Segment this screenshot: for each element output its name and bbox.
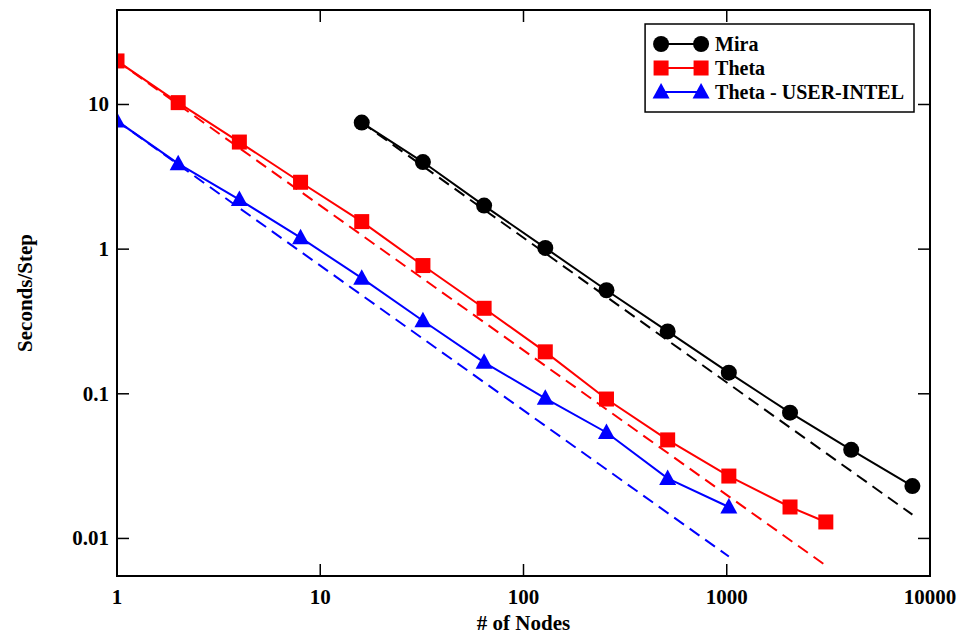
point bbox=[598, 282, 614, 298]
y-tick bbox=[117, 393, 129, 395]
point bbox=[843, 442, 859, 458]
y-tick bbox=[117, 248, 129, 250]
plot-frame bbox=[117, 10, 930, 576]
point bbox=[721, 469, 736, 484]
x-axis-title: # of Nodes bbox=[477, 611, 570, 635]
point bbox=[782, 405, 798, 421]
point bbox=[232, 135, 247, 150]
point bbox=[414, 312, 431, 328]
ideal-line bbox=[362, 123, 913, 515]
x-tick bbox=[320, 564, 322, 576]
x-tick bbox=[523, 564, 525, 576]
point bbox=[415, 258, 430, 273]
point bbox=[783, 499, 798, 514]
y-tick-right bbox=[918, 538, 930, 540]
x-tick-top bbox=[726, 10, 728, 22]
x-tick-label: 1000 bbox=[706, 585, 748, 609]
ideal-line bbox=[117, 121, 729, 557]
y-tick bbox=[117, 104, 129, 106]
point bbox=[476, 353, 493, 369]
x-tick-label: 100 bbox=[508, 585, 540, 609]
point bbox=[292, 229, 309, 245]
point bbox=[354, 115, 370, 131]
y-tick-right bbox=[918, 393, 930, 395]
y-tick-right bbox=[918, 104, 930, 106]
chart: 1 10 100 1000 10000 0.01 0.1 1 10 # of Nodes Secon… bbox=[0, 0, 978, 641]
point bbox=[537, 240, 553, 256]
point bbox=[599, 392, 614, 407]
y-tick-label: 0.1 bbox=[83, 382, 109, 406]
series-line bbox=[117, 61, 826, 522]
point bbox=[721, 365, 737, 381]
legend-marker bbox=[653, 36, 669, 52]
legend-marker bbox=[694, 61, 709, 76]
series-line bbox=[117, 121, 729, 507]
point bbox=[720, 498, 737, 514]
point bbox=[660, 432, 675, 447]
point bbox=[659, 469, 676, 485]
legend-label: Theta bbox=[715, 57, 765, 79]
y-axis-title: Seconds/Step bbox=[13, 234, 37, 352]
ideal-line bbox=[117, 61, 826, 566]
legend-line bbox=[661, 91, 701, 93]
legend-box bbox=[645, 24, 914, 112]
y-tick-right bbox=[918, 248, 930, 250]
x-tick-label: 10000 bbox=[904, 585, 957, 609]
legend-marker bbox=[654, 61, 669, 76]
legend-label: Mira bbox=[715, 33, 758, 55]
point bbox=[354, 214, 369, 229]
point bbox=[477, 301, 492, 316]
x-tick-label: 1 bbox=[112, 585, 123, 609]
point bbox=[598, 424, 615, 440]
x-tick-label: 10 bbox=[310, 585, 331, 609]
point bbox=[537, 389, 554, 405]
x-tick-top bbox=[523, 10, 525, 22]
x-tick bbox=[726, 564, 728, 576]
point bbox=[353, 269, 370, 285]
legend-label: Theta - USER-INTEL bbox=[715, 81, 904, 103]
x-tick-top bbox=[320, 10, 322, 22]
y-tick-label: 1 bbox=[99, 237, 110, 261]
point bbox=[818, 514, 833, 529]
legend-marker bbox=[693, 36, 709, 52]
legend-marker bbox=[653, 83, 670, 99]
legend: MiraThetaTheta - USER-INTEL bbox=[645, 24, 914, 112]
point bbox=[904, 478, 920, 494]
legend-marker bbox=[693, 83, 710, 99]
plot-data bbox=[117, 53, 920, 565]
y-tick bbox=[117, 538, 129, 540]
y-tick-label: 0.01 bbox=[72, 526, 109, 550]
point bbox=[538, 344, 553, 359]
ticks: 1 10 100 1000 10000 0.01 0.1 1 10 bbox=[72, 10, 956, 609]
y-tick-label: 10 bbox=[88, 92, 109, 116]
